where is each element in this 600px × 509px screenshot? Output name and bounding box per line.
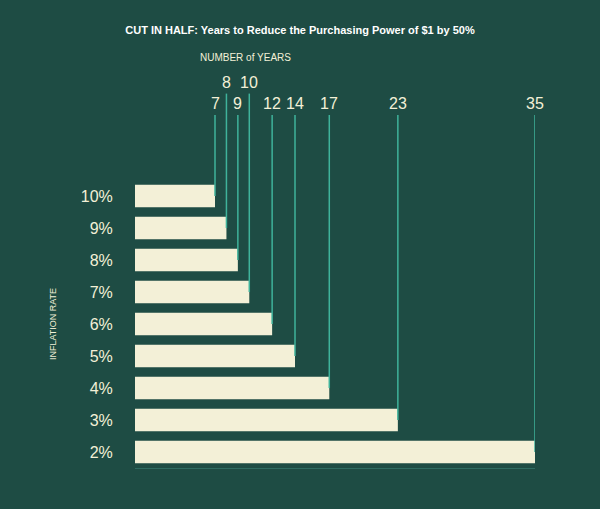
svg-text:INFLATION RATE: INFLATION RATE: [48, 288, 58, 360]
svg-text:9: 9: [233, 95, 242, 112]
svg-text:7%: 7%: [90, 284, 113, 301]
svg-text:17: 17: [320, 95, 338, 112]
svg-text:7: 7: [211, 95, 220, 112]
svg-text:23: 23: [389, 95, 407, 112]
svg-text:12: 12: [263, 95, 281, 112]
svg-text:6%: 6%: [90, 316, 113, 333]
svg-text:CUT IN HALF: Years to Reduce t: CUT IN HALF: Years to Reduce the Purchas…: [125, 24, 475, 36]
svg-text:8%: 8%: [90, 252, 113, 269]
svg-text:4%: 4%: [90, 380, 113, 397]
svg-text:10%: 10%: [81, 188, 113, 205]
svg-text:14: 14: [286, 95, 304, 112]
svg-text:10: 10: [240, 74, 258, 91]
svg-text:3%: 3%: [90, 412, 113, 429]
svg-text:2%: 2%: [90, 444, 113, 461]
svg-text:NUMBER of YEARS: NUMBER of YEARS: [200, 52, 291, 63]
svg-text:8: 8: [222, 74, 231, 91]
svg-text:9%: 9%: [90, 220, 113, 237]
svg-text:35: 35: [526, 95, 544, 112]
svg-text:5%: 5%: [90, 348, 113, 365]
